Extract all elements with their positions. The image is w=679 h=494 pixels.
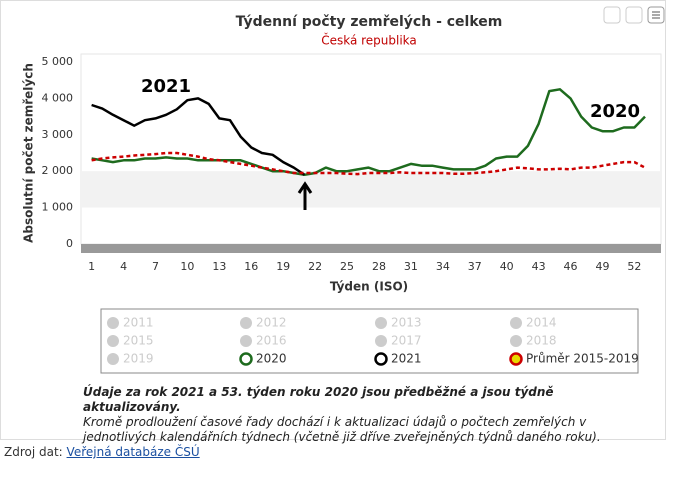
legend-box	[100, 308, 639, 374]
y-axis-label: Absolutní počet zemřelých	[22, 63, 36, 243]
legend-label[interactable]: 2017	[391, 334, 422, 348]
reset-button[interactable]	[625, 6, 643, 24]
x-tick-label: 10	[180, 260, 194, 273]
scrollbar[interactable]	[81, 244, 661, 253]
chart-title: Týdenní počty zemřelých - celkem	[236, 14, 503, 30]
toolbar	[603, 6, 665, 24]
legend-marker[interactable]	[107, 353, 119, 365]
legend-label[interactable]: 2020	[256, 352, 287, 366]
legend-marker[interactable]	[107, 335, 119, 347]
legend-marker[interactable]	[510, 317, 522, 329]
legend-marker[interactable]	[510, 335, 522, 347]
legend-label[interactable]: 2011	[123, 316, 154, 330]
plot-background	[80, 53, 662, 245]
legend-marker[interactable]	[375, 335, 387, 347]
source-link[interactable]: Veřejná databáze ČSÚ	[66, 445, 200, 459]
note-text: Kromě prodloužení časové řady dochází i …	[83, 415, 601, 444]
x-tick-label: 49	[595, 260, 609, 273]
y-tick-label: 3 000	[42, 128, 74, 141]
legend-marker[interactable]	[240, 317, 252, 329]
x-tick-label: 37	[468, 260, 482, 273]
legend-marker[interactable]	[107, 317, 119, 329]
x-tick-label: 7	[152, 260, 159, 273]
x-tick-label: 1	[88, 260, 95, 273]
legend-label[interactable]: Průměr 2015-2019	[526, 352, 639, 366]
x-tick-label: 16	[244, 260, 258, 273]
series-line	[91, 88, 646, 177]
x-tick-label: 13	[212, 260, 226, 273]
note-bold: Údaje za rok 2021 a 53. týden roku 2020 …	[83, 385, 554, 414]
annotation: 2021	[141, 76, 191, 97]
x-tick-label: 52	[627, 260, 641, 273]
y-tick-label: 1 000	[42, 201, 74, 214]
series-line	[91, 151, 646, 176]
legend-marker[interactable]	[239, 352, 253, 366]
legend-label[interactable]: 2019	[123, 352, 154, 366]
annotation: 2020	[590, 101, 640, 122]
legend-label[interactable]: 2015	[123, 334, 154, 348]
y-tick-label: 5 000	[42, 55, 74, 68]
chart-container: Týdenní počty zemřelých - celkem Česká r…	[0, 0, 666, 444]
legend-label[interactable]: 2012	[256, 316, 287, 330]
legend-label[interactable]: 2013	[391, 316, 422, 330]
legend-marker[interactable]	[375, 317, 387, 329]
x-tick-label: 4	[120, 260, 127, 273]
plot-area	[80, 53, 662, 245]
series-line	[91, 97, 306, 176]
x-tick-label: 40	[500, 260, 514, 273]
x-tick-label: 19	[276, 260, 290, 273]
source-label: Zdroj dat:	[4, 445, 63, 459]
y-tick-label: 2 000	[42, 164, 74, 177]
legend-label[interactable]: 2014	[526, 316, 557, 330]
x-tick-label: 43	[532, 260, 546, 273]
legend-label[interactable]: 2021	[391, 352, 422, 366]
x-tick-label: 22	[308, 260, 322, 273]
legend-label[interactable]: 2016	[256, 334, 287, 348]
chart-subtitle: Česká republika	[321, 33, 417, 48]
legend-marker[interactable]	[374, 352, 388, 366]
x-tick-label: 46	[564, 260, 578, 273]
arrow	[297, 181, 313, 210]
y-tick-label: 4 000	[42, 91, 74, 104]
y-tick-label: 0	[66, 237, 73, 250]
legend-label[interactable]: 2018	[526, 334, 557, 348]
legend-marker[interactable]	[240, 335, 252, 347]
x-tick-label: 34	[436, 260, 450, 273]
x-tick-label: 28	[372, 260, 386, 273]
x-tick-label: 31	[404, 260, 418, 273]
menu-icon	[652, 11, 660, 19]
zoom-button[interactable]	[603, 6, 621, 24]
chart: Týdenní počty zemřelých - celkem Česká r…	[22, 6, 665, 374]
note: Údaje za rok 2021 a 53. týden roku 2020 …	[83, 385, 653, 445]
plot-band	[81, 171, 661, 208]
source: Zdroj dat: Veřejná databáze ČSÚ	[4, 445, 200, 459]
legend-marker[interactable]	[509, 352, 523, 366]
x-axis-label: Týden (ISO)	[330, 280, 408, 294]
x-tick-label: 25	[340, 260, 354, 273]
